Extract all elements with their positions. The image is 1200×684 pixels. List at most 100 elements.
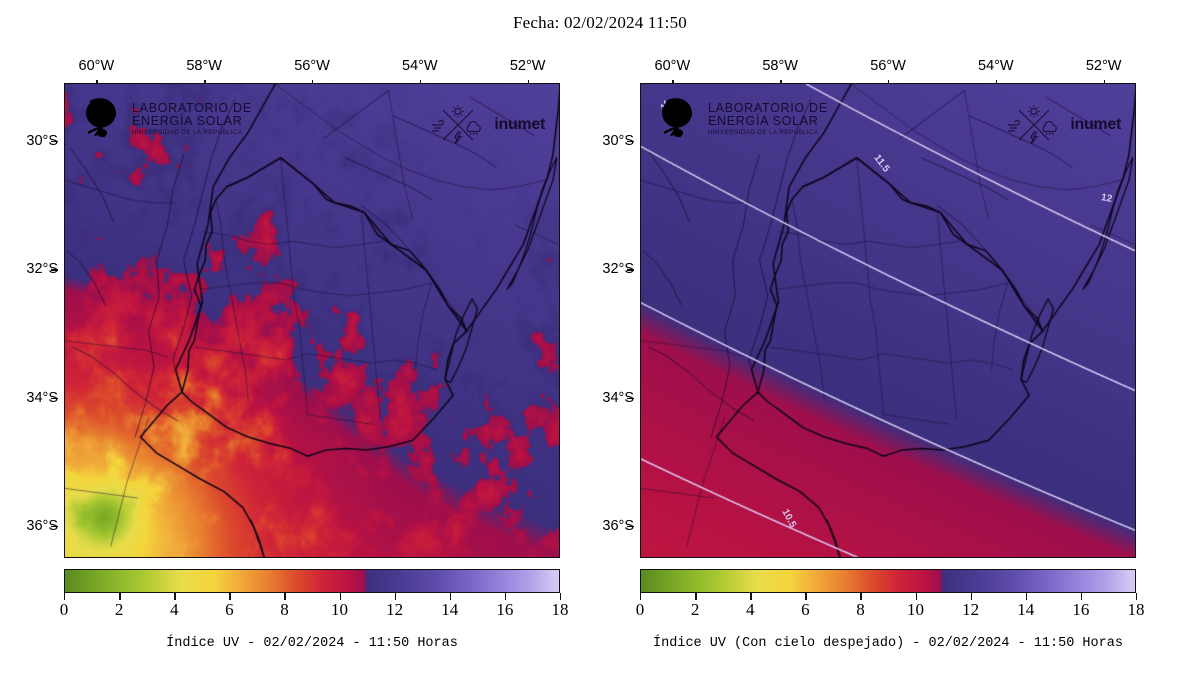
figure-title: Fecha: 02/02/2024 11:50 [513, 13, 687, 32]
inumet-weather-cross-icon [1008, 105, 1058, 145]
longitude-axis-top-left: 60°W 58°W 56°W 54°W 52°W [64, 58, 560, 87]
sun-icon [1028, 105, 1041, 118]
colorbar-tick-label: 8 [280, 600, 289, 619]
colorbar-tick [504, 593, 507, 600]
sun-icon [452, 105, 465, 118]
colorbar-tick-label: 14 [441, 600, 459, 619]
lon-tick-label: 54°W [978, 58, 1014, 74]
lat-tick-label: 36°S [26, 517, 58, 534]
inumet-logo: inumet [427, 104, 545, 146]
colorbar-tick [1136, 593, 1138, 600]
map-panel-clear-sky: 60°W 58°W 56°W 54°W 52°W 30°S 32°S 34°S 36°S 11… [602, 58, 1136, 558]
map-canvas-measured[interactable]: LABORATORIO DE ENERGÍA SOLAR UNIVERSIDAD… [64, 83, 560, 558]
colorbar-tick-label: 2 [690, 600, 700, 619]
latitude-axis-left: 30°S 32°S 34°S 36°S [6, 83, 58, 558]
lat-tick-label: 34°S [602, 389, 634, 406]
map-canvas-clear-sky[interactable]: 11 11.5 12 10.5 LABORATORIO DE ENERGÍA S… [640, 83, 1136, 558]
colorbar-tick [449, 593, 452, 600]
colorbar-tick [970, 593, 973, 600]
colorbar-tick-label: 14 [1017, 600, 1035, 619]
latitude-axis-right: 30°S 32°S 34°S 36°S [582, 83, 634, 558]
colorbar-tick [64, 593, 66, 600]
colorbar-tick-label: 0 [635, 600, 645, 619]
lat-tick [51, 140, 58, 143]
colorbar-tick-label: 8 [856, 600, 865, 619]
colorbar-tick [915, 593, 917, 600]
lat-tick-label: 36°S [602, 517, 634, 534]
colorbar-tick [284, 593, 286, 600]
colorbar-gradient [64, 569, 560, 593]
lon-tick-label: 60°W [654, 58, 691, 74]
longitude-axis-top-right: 60°W 58°W 56°W 54°W 52°W [640, 58, 1136, 87]
colorbar-tick [394, 593, 397, 600]
colorbar-tick-label: 6 [801, 600, 810, 619]
colorbar-tick-labels: 0 2 4 6 8 10 12 14 16 18 [60, 600, 569, 622]
colorbar-tick [229, 593, 231, 600]
colorbar-tick [640, 593, 642, 600]
lat-tick [51, 525, 58, 528]
lat-tick-label: 32°S [26, 261, 58, 278]
colorbar-tick-label: 10 [331, 600, 349, 619]
colorbar-tick-label: 10 [907, 600, 925, 619]
colorbar-tick-label: 0 [59, 600, 69, 619]
inumet-wordmark: inumet [494, 116, 545, 133]
colorbar-tick-label: 6 [225, 600, 234, 619]
lon-tick-label: 54°W [402, 58, 438, 74]
colorbar-tick [560, 593, 562, 600]
colorbar-tick-label: 18 [551, 600, 569, 619]
wind-wave-icon [432, 120, 445, 132]
colorbar-tick-label: 16 [496, 600, 514, 619]
lightning-icon [453, 131, 463, 145]
lat-tick [627, 397, 634, 399]
lat-tick [51, 397, 58, 399]
inumet-weather-cross-icon [432, 105, 482, 145]
lon-tick-label: 60°W [78, 58, 115, 74]
colorbar-tick-label: 12 [962, 600, 980, 619]
colorbar-gradient [640, 569, 1136, 593]
lon-tick-label: 58°W [762, 58, 798, 74]
lat-tick-label: 30°S [602, 132, 634, 149]
lat-tick [627, 140, 634, 143]
lon-tick-label: 52°W [1085, 58, 1122, 74]
colorbar-tick-label: 4 [745, 600, 755, 619]
lon-tick-label: 58°W [186, 58, 222, 74]
lat-tick [51, 269, 58, 271]
cloud-rain-icon [466, 120, 482, 136]
colorbar-tick-label: 12 [386, 600, 404, 619]
colorbar-tick [695, 593, 697, 600]
lat-tick [627, 269, 634, 271]
inumet-wordmark: inumet [1070, 116, 1121, 133]
map-panel-measured: 60°W 58°W 56°W 54°W 52°W 30°S 32°S 34°S 36°S LA… [26, 58, 560, 558]
lat-tick [627, 525, 634, 528]
lon-tick-label: 56°W [294, 58, 330, 74]
colorbar-clear-sky: 0 2 4 6 8 10 12 14 16 18 [636, 569, 1145, 619]
colorbar-tick [1025, 593, 1028, 600]
lightning-icon [1029, 131, 1039, 145]
caption-measured: Índice UV - 02/02/2024 - 11:50 Horas [166, 636, 458, 651]
colorbar-tick-labels: 0 2 4 6 8 10 12 14 16 18 [636, 600, 1145, 622]
colorbar-tick-label: 16 [1072, 600, 1090, 619]
inumet-logo: inumet [1003, 104, 1121, 146]
wind-wave-icon [1008, 120, 1021, 132]
lon-tick-label: 52°W [509, 58, 546, 74]
cloud-rain-icon [1042, 120, 1058, 136]
lat-tick-label: 34°S [26, 389, 58, 406]
colorbar-tick [174, 593, 176, 600]
colorbar-ticks [640, 593, 1138, 601]
colorbar-tick [750, 593, 752, 600]
colorbar-tick [119, 593, 121, 600]
colorbar-tick [339, 593, 341, 600]
colorbar-measured: 0 2 4 6 8 10 12 14 16 18 [60, 569, 569, 619]
colorbar-tick-label: 18 [1127, 600, 1145, 619]
colorbar-tick-label: 4 [169, 600, 179, 619]
colorbar-tick [1080, 593, 1083, 600]
lat-tick-label: 32°S [602, 261, 634, 278]
colorbar-ticks [64, 593, 562, 601]
colorbar-tick [805, 593, 807, 600]
lat-tick-label: 30°S [26, 132, 58, 149]
colorbar-tick [860, 593, 862, 600]
lon-tick-label: 56°W [870, 58, 906, 74]
contour-label-12: 12 [1100, 192, 1113, 205]
caption-clear-sky: Índice UV (Con cielo despejado) - 02/02/… [653, 636, 1123, 651]
colorbar-tick-label: 2 [114, 600, 124, 619]
